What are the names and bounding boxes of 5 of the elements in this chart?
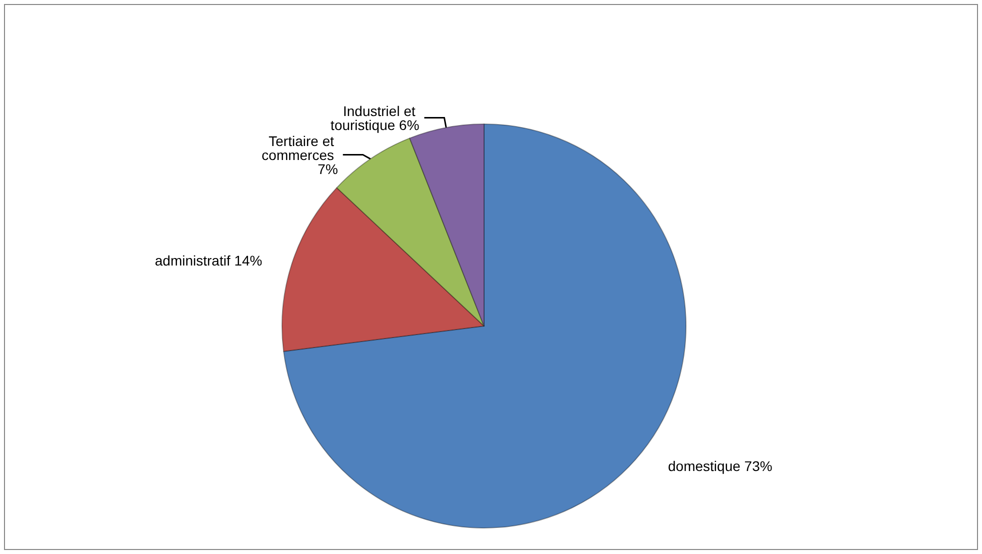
- slice-label: Tertiaire et commerces: [262, 132, 338, 163]
- slice-label: domestique 73%: [668, 458, 772, 474]
- slice-label: administratif 14%: [154, 252, 262, 268]
- data-label: 7%: [318, 160, 338, 177]
- slice-label: Industriel et touristique 6%: [330, 102, 420, 133]
